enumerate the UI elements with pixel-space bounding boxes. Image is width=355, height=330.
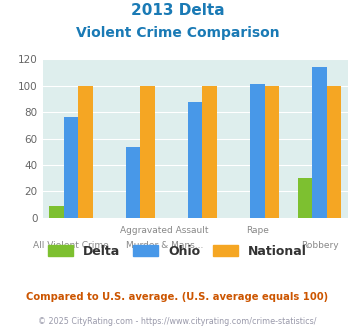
Bar [202,86,217,218]
Text: Violent Crime Comparison: Violent Crime Comparison [76,26,279,40]
Bar [312,67,327,218]
Bar [140,86,155,218]
Text: Aggravated Assault: Aggravated Assault [120,226,208,235]
Bar [64,117,78,218]
Bar [49,206,64,218]
Text: All Violent Crime: All Violent Crime [33,241,109,250]
Bar [78,86,93,218]
Bar [264,86,279,218]
Bar [298,178,312,218]
Text: Robbery: Robbery [301,241,338,250]
Text: © 2025 CityRating.com - https://www.cityrating.com/crime-statistics/: © 2025 CityRating.com - https://www.city… [38,317,317,326]
Text: Compared to U.S. average. (U.S. average equals 100): Compared to U.S. average. (U.S. average … [26,292,329,302]
Bar [250,84,264,218]
Bar [327,86,341,218]
Bar [126,147,140,218]
Text: Murder & Mans...: Murder & Mans... [126,241,203,250]
Text: Rape: Rape [246,226,269,235]
Legend: Delta, Ohio, National: Delta, Ohio, National [43,240,312,263]
Bar [188,102,202,218]
Text: 2013 Delta: 2013 Delta [131,3,224,18]
